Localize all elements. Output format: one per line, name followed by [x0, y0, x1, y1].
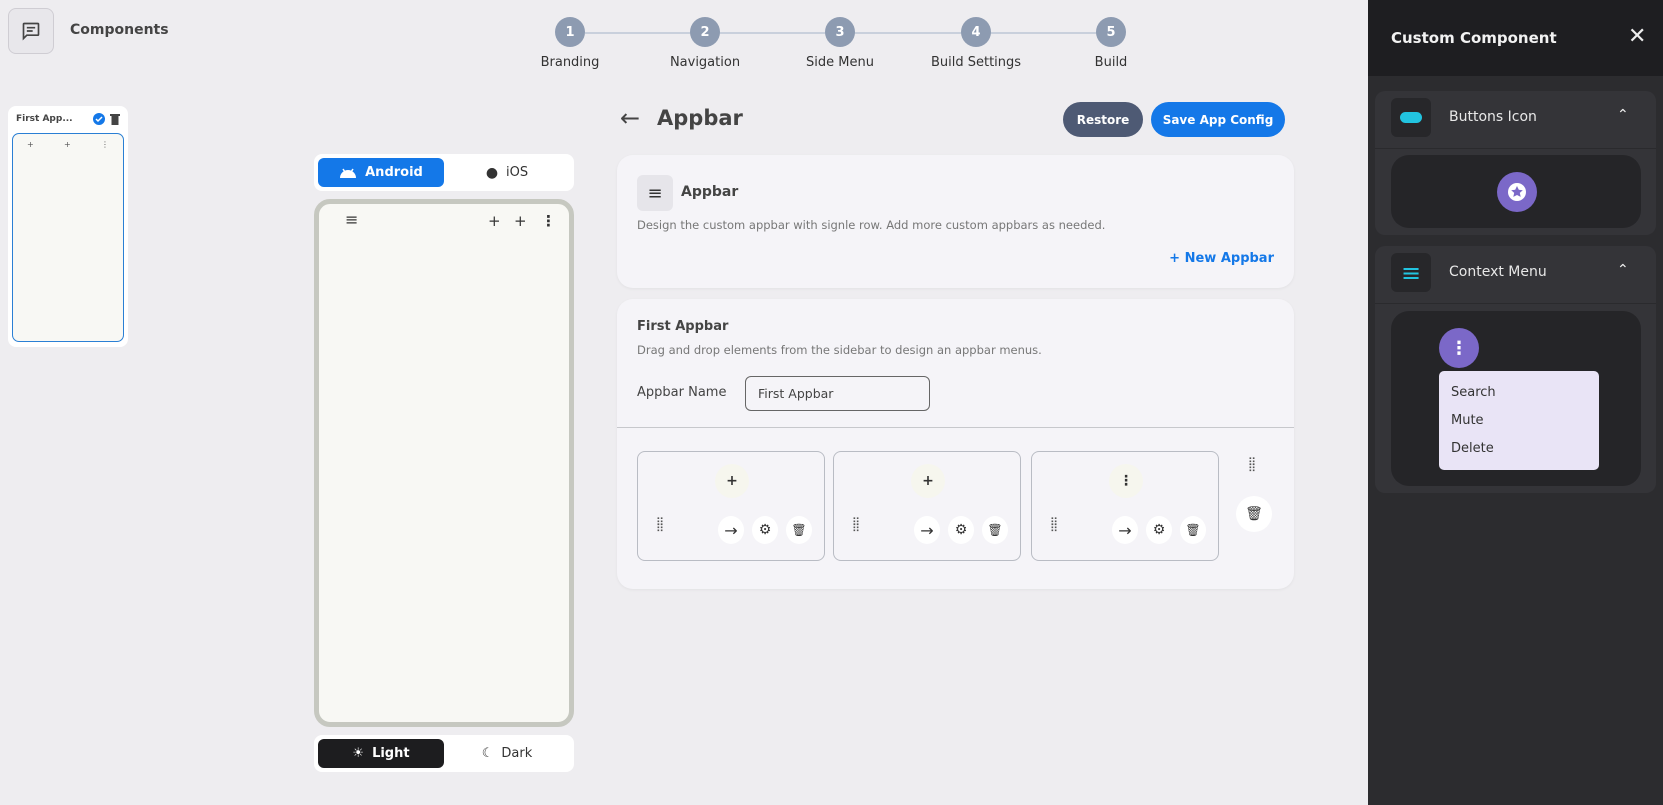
step-5-circle[interactable]: 5 — [1096, 17, 1126, 47]
restore-button[interactable]: Restore — [1063, 102, 1143, 137]
chevron-up-icon[interactable]: ⌃ — [1617, 262, 1629, 278]
plus-icon[interactable]: + — [715, 464, 749, 498]
plus-icon[interactable]: + — [911, 464, 945, 498]
thumbnail-title: First App... — [16, 114, 73, 124]
step-5-label[interactable]: Build — [1094, 55, 1128, 70]
buttons-icon-preview — [1391, 155, 1641, 228]
more-vertical-icon[interactable]: ⋮ — [1109, 464, 1143, 498]
panel-title: Custom Component — [1391, 29, 1557, 47]
android-label: Android — [365, 165, 423, 180]
section-title: Context Menu — [1449, 264, 1547, 280]
appbar-item-slot[interactable]: + ⠿ ⠿ → ⚙ 🗑 — [637, 451, 825, 561]
trash-icon[interactable]: 🗑 — [982, 516, 1008, 544]
components-toggle-button[interactable] — [8, 8, 54, 54]
apple-icon: ● — [485, 164, 499, 181]
drag-handle-icon[interactable]: ⠿ ⠿ — [656, 516, 664, 535]
back-arrow-icon[interactable]: ← — [620, 104, 641, 132]
step-1-label[interactable]: Branding — [540, 55, 600, 70]
step-2-label[interactable]: Navigation — [669, 55, 741, 70]
thumbnail-preview: + + ⋮ — [12, 133, 124, 342]
step-4-circle[interactable]: 4 — [961, 17, 991, 47]
theme-toggle: ☀ Light ☾ Dark — [314, 735, 574, 772]
ios-label: iOS — [506, 165, 529, 180]
toggle-icon — [1391, 98, 1431, 137]
chevron-up-icon[interactable]: ⌃ — [1617, 107, 1629, 123]
menu-icon: ≡ — [637, 175, 673, 211]
context-menu: Search Mute Delete — [1439, 371, 1599, 470]
chat-icon — [22, 22, 40, 41]
trash-icon[interactable] — [110, 113, 120, 125]
ios-tab[interactable]: ● iOS — [444, 158, 570, 187]
menu-item-delete[interactable]: Delete — [1451, 441, 1494, 456]
star-icon — [1508, 183, 1526, 201]
first-appbar-title: First Appbar — [637, 319, 729, 334]
panel-header: Custom Component ✕ — [1368, 0, 1663, 76]
drag-handle-icon[interactable]: ⠿ ⠿ — [1248, 456, 1256, 475]
gear-icon[interactable]: ⚙ — [1146, 516, 1172, 544]
appbar-card-description: Design the custom appbar with signle row… — [637, 218, 1106, 232]
section-buttons-icon: Buttons Icon ⌃ — [1375, 91, 1656, 235]
plus-icon: + — [514, 212, 527, 230]
context-menu-preview: ⋮ Search Mute Delete — [1391, 311, 1641, 486]
components-title: Components — [70, 22, 169, 38]
trash-icon: 🗑 — [1245, 506, 1263, 522]
save-app-config-button[interactable]: Save App Config — [1151, 102, 1285, 137]
more-vertical-button[interactable]: ⋮ — [1439, 328, 1479, 368]
star-button[interactable] — [1497, 172, 1537, 212]
more-vertical-icon: ⋮ — [1450, 337, 1468, 359]
platform-toggle: Android ● iOS — [314, 154, 574, 191]
appbar-item-slot[interactable]: ⋮ ⠿ ⠿ → ⚙ 🗑 — [1031, 451, 1219, 561]
step-1-circle[interactable]: 1 — [555, 17, 585, 47]
sun-icon: ☀ — [352, 746, 365, 761]
plus-icon: + — [1169, 251, 1185, 266]
divider — [617, 427, 1294, 428]
menu-item-mute[interactable]: Mute — [1451, 413, 1484, 428]
appbar-thumbnail-card[interactable]: First App... + + ⋮ — [8, 106, 128, 347]
trash-icon[interactable]: 🗑 — [786, 516, 812, 544]
appbar-card-title: Appbar — [681, 184, 739, 200]
appbar-item-slot[interactable]: + ⠿ ⠿ → ⚙ 🗑 — [833, 451, 1021, 561]
menu-icon: ≡ — [1391, 253, 1431, 292]
step-3-circle[interactable]: 3 — [825, 17, 855, 47]
menu-item-search[interactable]: Search — [1451, 385, 1496, 400]
appbar-name-input[interactable] — [745, 376, 930, 411]
moon-icon: ☾ — [481, 746, 494, 761]
first-appbar-description: Drag and drop elements from the sidebar … — [637, 343, 1042, 357]
menu-icon: ≡ — [345, 210, 359, 229]
step-2-circle[interactable]: 2 — [690, 17, 720, 47]
appbar-info-card: ≡ Appbar Design the custom appbar with s… — [617, 155, 1294, 288]
light-label: Light — [372, 746, 410, 761]
plus-icon: + — [488, 212, 501, 230]
dark-label: Dark — [501, 746, 533, 761]
custom-component-panel: Custom Component ✕ Buttons Icon ⌃ ≡ Cont… — [1368, 0, 1663, 805]
arrow-right-icon[interactable]: → — [718, 516, 744, 544]
plus-icon: + — [27, 140, 34, 149]
light-tab[interactable]: ☀ Light — [318, 739, 444, 768]
more-vertical-icon: ⋮ — [101, 140, 109, 149]
gear-icon[interactable]: ⚙ — [948, 516, 974, 544]
new-appbar-button[interactable]: + New Appbar — [1169, 251, 1274, 266]
trash-icon[interactable]: 🗑 — [1180, 516, 1206, 544]
dark-tab[interactable]: ☾ Dark — [444, 739, 570, 768]
gear-icon[interactable]: ⚙ — [752, 516, 778, 544]
android-icon — [340, 168, 357, 178]
new-appbar-label: New Appbar — [1184, 251, 1274, 266]
drag-handle-icon[interactable]: ⠿ ⠿ — [852, 516, 860, 535]
appbar-name-label: Appbar Name — [637, 385, 727, 400]
android-tab[interactable]: Android — [318, 158, 444, 187]
close-icon[interactable]: ✕ — [1628, 24, 1647, 49]
delete-row-button[interactable]: 🗑 — [1236, 496, 1272, 532]
section-title: Buttons Icon — [1449, 109, 1537, 125]
phone-preview: ≡ + + ⋮ — [314, 199, 574, 727]
page-title: Appbar — [657, 106, 743, 130]
plus-icon: + — [64, 140, 71, 149]
more-vertical-icon: ⋮ — [541, 212, 556, 230]
section-context-menu: ≡ Context Menu ⌃ ⋮ Search Mute Delete — [1375, 246, 1656, 493]
step-4-label[interactable]: Build Settings — [930, 55, 1022, 70]
arrow-right-icon[interactable]: → — [914, 516, 940, 544]
arrow-right-icon[interactable]: → — [1112, 516, 1138, 544]
check-circle-icon[interactable] — [93, 113, 105, 125]
drag-handle-icon[interactable]: ⠿ ⠿ — [1050, 516, 1058, 535]
step-3-label[interactable]: Side Menu — [806, 55, 874, 70]
